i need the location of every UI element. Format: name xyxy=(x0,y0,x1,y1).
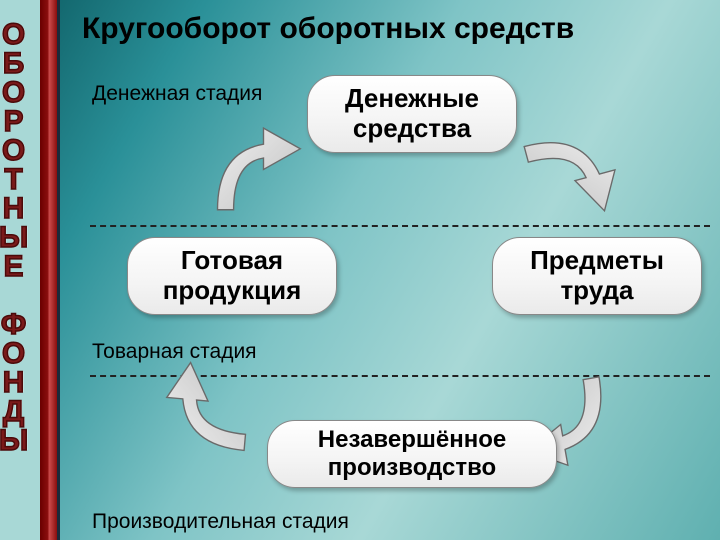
node-money-label: Денежныесредства xyxy=(345,84,479,144)
divider-2 xyxy=(90,375,710,377)
node-wip-label: Незавершённоепроизводство xyxy=(318,426,506,481)
node-finished: Готоваяпродукция xyxy=(127,237,337,315)
node-money: Денежныесредства xyxy=(307,75,517,153)
node-objects-label: Предметытруда xyxy=(530,246,664,306)
node-objects: Предметытруда xyxy=(492,237,702,315)
stage-commodity-label: Товарная стадия xyxy=(92,340,257,364)
diagram-area: Кругооборот оборотных средств Денежная с… xyxy=(62,0,720,540)
sidebar-vertical-title: ОБОРОТНЫЕ ФОНДЫ xyxy=(0,18,28,453)
page-title: Кругооборот оборотных средств xyxy=(82,12,712,46)
divider-1 xyxy=(90,225,710,227)
node-finished-label: Готоваяпродукция xyxy=(163,246,302,306)
node-wip: Незавершённоепроизводство xyxy=(267,420,557,488)
stage-productive-label: Производительная стадия xyxy=(92,510,349,534)
arrow-finished-to-money xyxy=(192,112,312,227)
stage-monetary-label: Денежная стадия xyxy=(92,82,262,106)
red-bar xyxy=(40,0,60,540)
arrow-wip-to-finished xyxy=(144,348,269,478)
arrow-money-to-objects xyxy=(501,97,643,243)
